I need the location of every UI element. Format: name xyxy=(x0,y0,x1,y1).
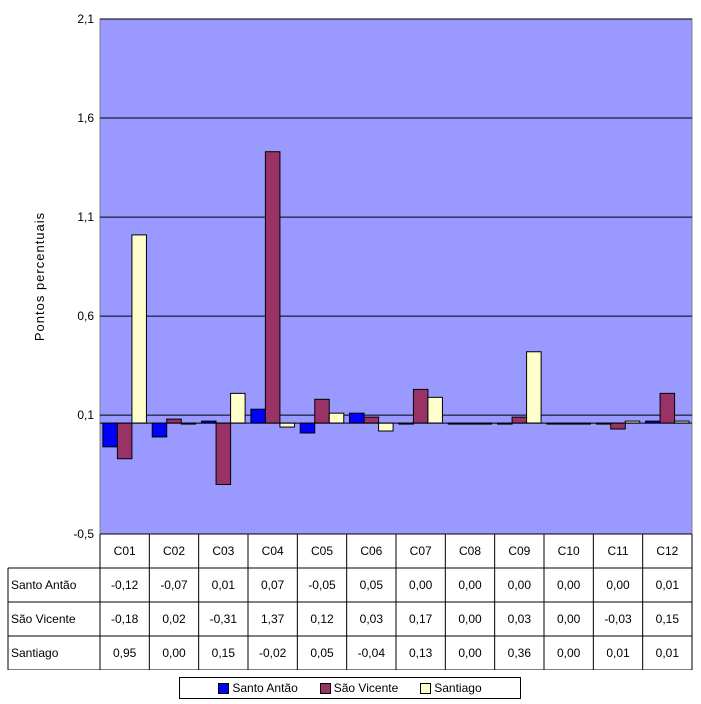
bar xyxy=(511,416,528,424)
plot-area xyxy=(99,18,693,535)
bar xyxy=(427,396,443,424)
x-tick-label: C03 xyxy=(212,544,234,558)
legend-item: São Vicente xyxy=(319,681,399,695)
legend-item: Santiago xyxy=(420,681,482,695)
bar xyxy=(131,234,147,424)
bar xyxy=(349,412,365,424)
y-tick-label: 0,1 xyxy=(77,408,94,422)
legend-swatch xyxy=(319,682,331,694)
x-tick-label: C07 xyxy=(410,544,432,558)
legend-label: São Vicente xyxy=(333,681,399,695)
data-label: 0,01 xyxy=(656,646,680,660)
y-tick-label: -0,5 xyxy=(73,527,94,541)
bar xyxy=(215,422,232,485)
bar xyxy=(264,151,281,424)
data-label: 0,00 xyxy=(458,578,482,592)
x-tick-label: C04 xyxy=(262,544,284,558)
data-label: 0,07 xyxy=(261,578,285,592)
data-label: -0,12 xyxy=(111,578,139,592)
gridlines xyxy=(100,18,692,416)
bar xyxy=(328,412,345,424)
data-label: 0,00 xyxy=(508,578,532,592)
x-tick-label: C10 xyxy=(558,544,580,558)
bar xyxy=(412,388,429,424)
data-label: 0,15 xyxy=(212,646,236,660)
table-row-label: Santo Antão xyxy=(11,578,77,592)
data-label: 0,03 xyxy=(508,612,532,626)
data-label: 0,01 xyxy=(212,578,236,592)
legend: Santo Antão São Vicente Santiago xyxy=(179,677,521,699)
bar xyxy=(378,422,394,432)
table-row-label: São Vicente xyxy=(11,612,76,626)
data-label: 0,00 xyxy=(606,578,630,592)
bar xyxy=(102,422,118,448)
bar xyxy=(116,422,133,460)
x-tick-label: C02 xyxy=(163,544,185,558)
legend-label: Santo Antão xyxy=(232,681,298,695)
data-label: 0,01 xyxy=(606,646,630,660)
x-tick-label: C01 xyxy=(114,544,136,558)
data-label: 0,00 xyxy=(409,578,433,592)
y-tick-label: 2,1 xyxy=(77,12,94,26)
data-label: 0,00 xyxy=(162,646,186,660)
bar-chart: 2,1 1,6 1,1 0,6 0,1 -0,5 Pontos percentuais C… xyxy=(7,12,693,670)
data-label: 0,00 xyxy=(458,612,482,626)
data-label: 0,17 xyxy=(409,612,433,626)
legend-swatch xyxy=(420,682,432,694)
bars xyxy=(100,151,692,485)
x-tick-label: C09 xyxy=(508,544,530,558)
data-label: 0,00 xyxy=(557,578,581,592)
data-label: 1,37 xyxy=(261,612,285,626)
data-label: -0,02 xyxy=(259,646,287,660)
data-label: 0,01 xyxy=(656,578,680,592)
y-axis-ticks: 2,1 1,6 1,1 0,6 0,1 -0,5 xyxy=(73,12,94,541)
data-label: 0,05 xyxy=(310,646,334,660)
legend-label: Santiago xyxy=(434,681,482,695)
data-table: C01 C02 C03 C04 C05 C06 C07 C08 C09 C10 C11 C12 Sant… xyxy=(7,533,693,670)
data-label: -0,18 xyxy=(111,612,139,626)
y-axis-label: Pontos percentuais xyxy=(32,212,47,341)
x-tick-label: C12 xyxy=(656,544,678,558)
data-label: -0,07 xyxy=(160,578,188,592)
bar xyxy=(314,398,330,424)
data-label: 0,15 xyxy=(656,612,680,626)
y-tick-label: 1,1 xyxy=(77,210,94,224)
data-label: 0,00 xyxy=(557,612,581,626)
data-label: 0,03 xyxy=(360,612,384,626)
data-label: -0,03 xyxy=(604,612,632,626)
bar xyxy=(250,408,266,424)
data-label: 0,05 xyxy=(360,578,384,592)
bar xyxy=(610,422,626,430)
data-label: 0,00 xyxy=(458,646,482,660)
bar xyxy=(166,418,182,424)
x-tick-label: C05 xyxy=(311,544,333,558)
data-label: 0,95 xyxy=(113,646,137,660)
x-tick-label: C06 xyxy=(360,544,382,558)
bar xyxy=(299,422,316,434)
bar xyxy=(279,422,295,428)
data-label: 0,36 xyxy=(508,646,532,660)
data-label: -0,31 xyxy=(210,612,238,626)
x-tick-label: C11 xyxy=(607,544,628,558)
bar xyxy=(230,392,246,424)
data-label: 0,13 xyxy=(409,646,433,660)
data-label: -0,05 xyxy=(308,578,336,592)
legend-item: Santo Antão xyxy=(218,681,298,695)
y-tick-label: 0,6 xyxy=(77,309,94,323)
data-label: 0,12 xyxy=(310,612,334,626)
bar xyxy=(526,351,542,424)
x-tick-label: C08 xyxy=(459,544,481,558)
bar xyxy=(151,422,168,438)
legend-swatch xyxy=(218,682,230,694)
bar xyxy=(659,392,676,424)
data-label: 0,02 xyxy=(162,612,186,626)
y-tick-label: 1,6 xyxy=(77,111,94,125)
table-row-label: Santiago xyxy=(11,646,59,660)
data-label: 0,00 xyxy=(557,646,581,660)
data-label: -0,04 xyxy=(358,646,386,660)
bar xyxy=(363,416,380,424)
